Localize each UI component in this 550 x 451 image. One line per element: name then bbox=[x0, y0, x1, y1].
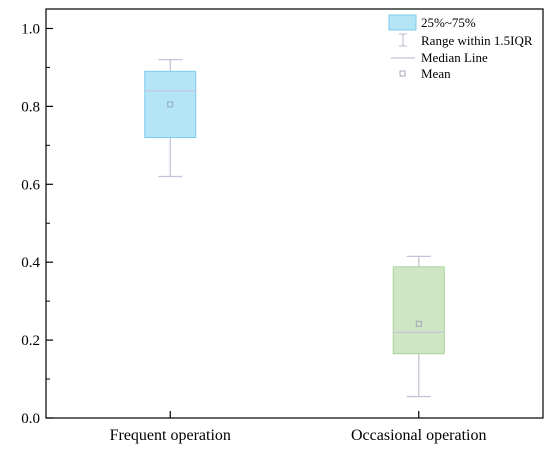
iqr-box bbox=[392, 266, 445, 355]
iqr-box bbox=[144, 70, 197, 139]
y-tick-label: 1.0 bbox=[21, 21, 40, 37]
y-tick-label: 0.8 bbox=[21, 99, 40, 115]
legend-range-label: Range within 1.5IQR bbox=[421, 33, 533, 48]
y-tick-label: 0.6 bbox=[21, 177, 40, 193]
x-category-label: Frequent operation bbox=[110, 427, 231, 444]
legend-iqr-swatch bbox=[388, 14, 417, 31]
x-axis: Frequent operation Occasional operation bbox=[110, 411, 487, 444]
y-axis: 0.0 0.2 0.4 0.6 0.8 1.0 bbox=[21, 21, 53, 427]
mean-marker bbox=[167, 101, 174, 108]
legend-range-symbol bbox=[399, 33, 407, 47]
boxes bbox=[144, 58, 445, 398]
y-tick-label: 0.0 bbox=[21, 411, 40, 427]
x-category-label: Occasional operation bbox=[351, 427, 487, 444]
plot-frame bbox=[45, 8, 544, 419]
legend-iqr-label: 25%~75% bbox=[421, 15, 476, 30]
box-2 bbox=[392, 255, 445, 398]
legend-mean-symbol bbox=[399, 70, 406, 77]
mean-marker bbox=[415, 320, 422, 327]
box-1 bbox=[144, 58, 197, 178]
legend-median-label: Median Line bbox=[421, 50, 488, 65]
y-tick-label: 0.2 bbox=[21, 333, 40, 349]
y-tick-label: 0.4 bbox=[21, 255, 40, 271]
legend: 25%~75% Range within 1.5IQR Median Line … bbox=[388, 14, 533, 81]
legend-mean-label: Mean bbox=[421, 66, 451, 81]
